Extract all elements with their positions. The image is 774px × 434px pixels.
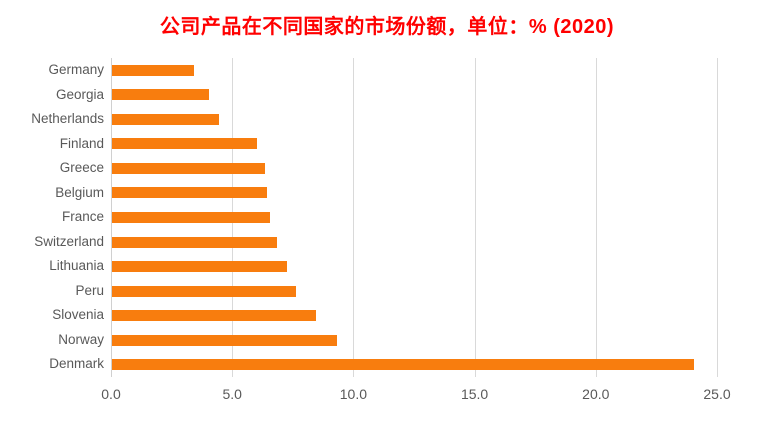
category-label: Finland [59,135,104,151]
bar-lithuania [112,261,287,273]
bar-peru [112,285,297,297]
category-label: Greece [59,160,104,176]
gridline [717,58,718,377]
x-tick-label: 0.0 [101,386,121,402]
y-axis-line [111,58,112,377]
bar-belgium [112,187,268,199]
bar-netherlands [112,113,219,125]
category-label: Switzerland [34,233,104,249]
bar-denmark [112,359,694,371]
gridline [474,58,476,377]
category-label: Norway [58,331,104,347]
category-label: Slovenia [52,307,104,323]
bar-greece [112,162,265,174]
x-tick-label: 15.0 [460,386,489,402]
bar-switzerland [112,236,277,248]
x-tick-label: 20.0 [582,386,610,402]
category-label: Peru [75,282,104,298]
gridline [595,58,597,377]
bar-finland [112,138,258,150]
bar-slovenia [112,310,316,322]
bar-norway [112,334,338,346]
bar-georgia [112,89,209,101]
gridline [353,58,355,377]
category-label: Germany [48,62,104,77]
category-label: Georgia [55,86,104,102]
category-label: Netherlands [31,111,104,127]
x-tick-label: 5.0 [222,386,242,402]
category-label: Denmark [49,356,104,372]
x-tick-label: 25.0 [703,386,731,402]
bar-france [112,212,270,223]
bar-germany [112,64,195,76]
chart-title: 公司产品在不同国家的市场份额，单位：% (2020) [159,16,615,38]
category-label: Belgium [55,184,104,200]
x-tick-label: 10.0 [339,386,368,402]
category-label: France [61,209,104,225]
category-label: Lithuania [49,258,104,274]
